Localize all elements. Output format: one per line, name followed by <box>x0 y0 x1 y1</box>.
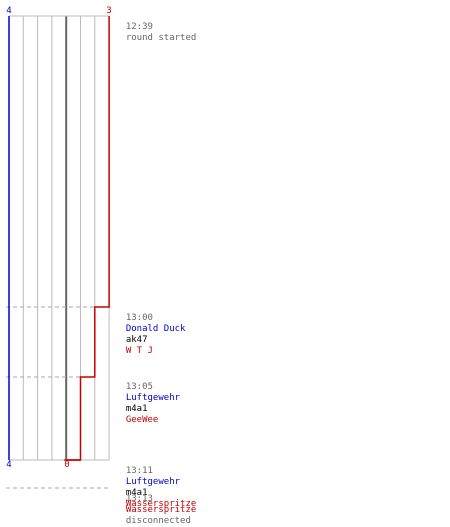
weapon-name: m4a1 <box>125 404 148 414</box>
tick-label-top-right: 3 <box>106 6 111 16</box>
weapon-name: m4a1 <box>125 488 148 498</box>
tick-label-bottom-left: 4 <box>6 460 11 470</box>
event-round-started: 12:39 round started <box>115 11 196 44</box>
victim-name: GeeWee <box>125 415 159 425</box>
team-b-line <box>66 16 110 461</box>
round-timeline-chart: 4 3 4 0 <box>6 6 112 489</box>
event-time: 13:13 <box>125 494 153 504</box>
event-kill: 13:05 Luftgewehr m4a1 GeeWee <box>115 371 180 426</box>
event-time: 13:11 <box>125 466 153 476</box>
killer-name: Luftgewehr <box>125 477 181 487</box>
victim-name: W T J <box>125 346 153 356</box>
series-lines <box>8 16 110 461</box>
event-disconnect: 13:13 Wasserspritze disconnected <box>115 483 196 527</box>
player-name: Wasserspritze <box>125 505 197 515</box>
killer-name: Donald Duck <box>125 324 186 334</box>
event-kill: 13:00 Donald Duck ak47 W T J <box>115 302 186 357</box>
event-text: round started <box>125 33 197 43</box>
event-time: 13:00 <box>125 313 153 323</box>
event-time: 12:39 <box>125 22 153 32</box>
killer-name: Luftgewehr <box>125 393 181 403</box>
tick-label-top-left: 4 <box>6 6 11 16</box>
tick-label-bottom-center: 0 <box>64 460 69 470</box>
event-text: disconnected <box>125 516 191 526</box>
grid-lines <box>8 15 110 461</box>
event-time: 13:05 <box>125 382 153 392</box>
weapon-name: ak47 <box>125 335 148 345</box>
event-dashed-lines <box>6 306 108 489</box>
